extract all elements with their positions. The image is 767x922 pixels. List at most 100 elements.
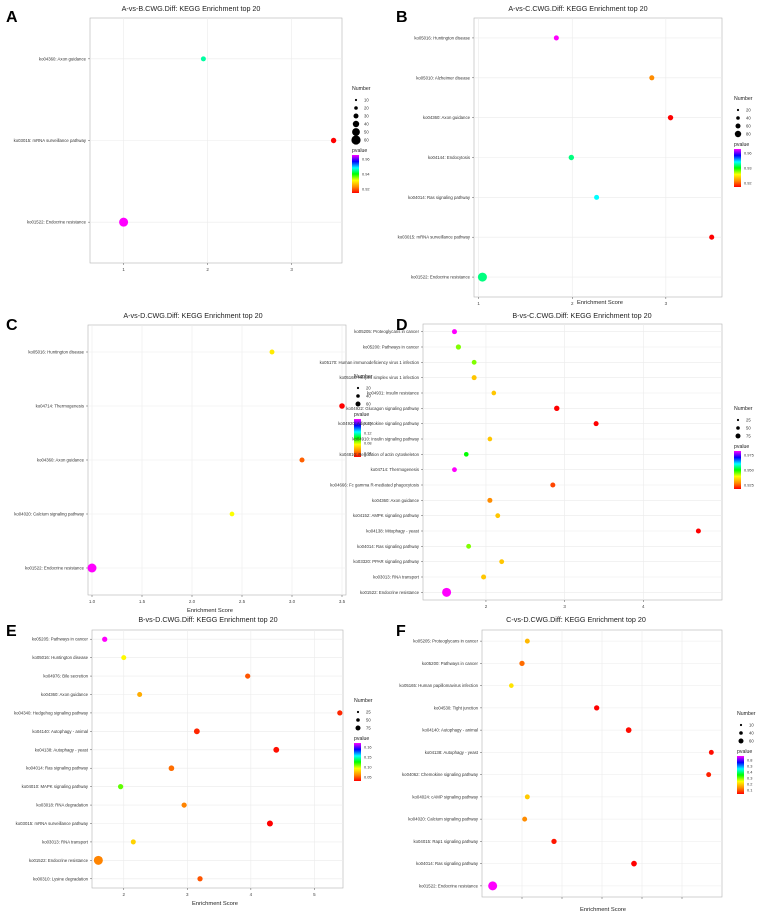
panel-b-category-label: ko01522: Endocrine resistance [411, 275, 471, 280]
panel-d-point [593, 421, 599, 427]
panel-d-point [471, 375, 477, 381]
panel-d-point [487, 497, 493, 503]
panel-f-legend-size-dot [738, 738, 744, 744]
panel-b-letter: B [396, 9, 408, 26]
panel-d-tick-label: 4 [642, 604, 645, 609]
panel-a-tick-label: 1 [122, 267, 125, 272]
panel-f-legend-number-title: Number [737, 711, 756, 717]
panel-a-category-label: ko04360: Axon guidance [39, 56, 87, 61]
panel-d-point [481, 574, 487, 580]
panel-e-category-label: ko04140: Autophagy - animal [32, 729, 88, 734]
panel-b-category-label: ko05010: Alzheimer disease [416, 75, 470, 80]
panel-f-category-label: ko05205: Proteoglycans in cancer [413, 639, 478, 644]
panel-d-pvalue-colorbar [734, 451, 741, 489]
panel-c-legend-size-label: 20 [366, 386, 371, 391]
panel-b-point [667, 114, 674, 121]
panel-d-tick-label: 3 [563, 604, 566, 609]
panel-d-letter: D [396, 317, 408, 334]
panel-c-point [339, 403, 345, 409]
panel-c-x-axis-label: Enrichment Score [187, 608, 233, 614]
panel-a-legend-size-label: 50 [364, 130, 369, 135]
panel-a-letter: A [6, 9, 18, 26]
panel-c-point [299, 457, 305, 463]
panel-b-point [594, 194, 600, 200]
panel-d-category-label: ko05205: Proteoglycans in cancer [354, 329, 419, 334]
panel-e-point [102, 636, 108, 642]
panel-b-legend-size-dot [736, 116, 740, 120]
panel-c-tick-label: 3.5 [339, 599, 346, 604]
panel-f-category-label: ko04024: cAMP signaling pathway [412, 794, 478, 799]
panel-b-category-label: ko04144: Endocytosis [428, 155, 470, 160]
panel-f-colorbar-label: 0.1 [747, 787, 752, 792]
panel-d-colorbar-label: 0.925 [744, 482, 754, 487]
panel-c-tick-label: 1.5 [139, 599, 146, 604]
panel-b-category-label: ko05016: Huntington disease [414, 35, 470, 40]
panel-d-colorbar-label: 0.950 [744, 467, 755, 472]
panel-f-title: C-vs-D.CWG.Diff: KEGG Enrichment top 20 [506, 615, 646, 624]
panel-d-legend-size-dot [736, 426, 740, 430]
panel-b-x-axis-label: Enrichment Score [577, 300, 623, 306]
panel-c-legend-size-dot [355, 401, 361, 407]
panel-a-tick-label: 2 [206, 267, 209, 272]
panel-d-point [466, 543, 472, 549]
panel-e-colorbar-label: 0.15 [364, 754, 372, 759]
panel-d-category-label: ko03320: PPAR signaling pathway [353, 559, 419, 564]
panel-a-point [119, 217, 129, 227]
panel-d-category-label: ko04360: Axon guidance [372, 498, 420, 503]
panel-d-category-label: ko01522: Endocrine resistance [360, 590, 420, 595]
panel-b-legend-size-label: 20 [746, 108, 751, 113]
panel-e-point [121, 655, 127, 661]
panel-d-category-label: ko04931: Insulin resistance [367, 391, 420, 396]
panel-a-pvalue-colorbar [352, 155, 359, 193]
panel-c-colorbar-label: 0.16 [364, 420, 372, 425]
panel-b-legend-number-title: Number [734, 96, 753, 102]
panel-f-letter: F [396, 623, 406, 640]
panel-c-category-label: ko04360: Axon guidance [37, 458, 85, 463]
panel-e-point [273, 746, 280, 753]
panel-a-point [330, 137, 337, 144]
panel-e-category-label: ko04340: Hedgehog signaling pathway [14, 710, 89, 715]
panel-a-legend-number-title: Number [352, 86, 371, 92]
panel-e-legend-number-title: Number [354, 698, 373, 704]
panel-f-legend-size-label: 10 [749, 723, 754, 728]
panel-f-point [519, 660, 525, 667]
panel-e-point [245, 673, 251, 679]
panel-c-category-label: ko04714: Thermogenesis [36, 404, 84, 409]
panel-d-point [451, 329, 457, 335]
panel-c-tick-label: 2.0 [189, 599, 196, 604]
panel-c-category-label: ko04020: Calcium signaling pathway [14, 512, 85, 517]
panel-e-title: B-vs-D.CWG.Diff: KEGG Enrichment top 20 [138, 615, 277, 624]
panel-f-legend-size-label: 60 [749, 739, 754, 744]
panel-d-point [455, 344, 462, 350]
panel-c-legend-size-dot [356, 394, 360, 398]
panel-e-category-label: ko04138: Autophagy - yeast [35, 747, 89, 752]
panel-b-legend-size-dot [736, 108, 740, 112]
panel-f-legend-size-dot [739, 731, 743, 735]
panel-f-category-label: ko05165: Human papillomavirus infection [399, 683, 478, 688]
panel-d-point [491, 390, 497, 396]
panel-f-category-label: ko04140: Autophagy - animal [422, 728, 478, 733]
panel-f-point [594, 705, 600, 711]
panel-b-point [553, 35, 559, 41]
panel-e-point [137, 691, 143, 698]
panel-e-point [266, 820, 273, 827]
panel-d-tick-label: 2 [485, 604, 488, 609]
panel-e-legend-size-label: 50 [366, 718, 371, 723]
panel-c-legend-number-title: Number [354, 374, 373, 380]
panel-c-tick-label: 2.5 [239, 599, 246, 604]
panel-b-tick-label: 2 [571, 301, 574, 306]
panel-d-point [463, 452, 469, 457]
panel-c-letter: C [6, 317, 18, 334]
panel-f-point [551, 838, 557, 845]
panel-d-point [442, 587, 452, 597]
panel-e-point [130, 839, 136, 845]
panel-b-point [477, 272, 487, 282]
panel-e-category-label: ko03018: RNA degradation [36, 803, 88, 808]
panel-e-tick-label: 5 [313, 892, 316, 897]
panel-b-point [709, 234, 715, 240]
panel-c-title: A-vs-D.CWG.Diff: KEGG Enrichment top 20 [123, 311, 262, 320]
panel-f-category-label: ko04020: Calcium signaling pathway [408, 817, 479, 822]
panel-e-x-axis-label: Enrichment Score [192, 901, 238, 907]
panel-e-point [93, 855, 103, 865]
panel-a-category-label: ko01522: Endocrine resistance [27, 220, 87, 225]
